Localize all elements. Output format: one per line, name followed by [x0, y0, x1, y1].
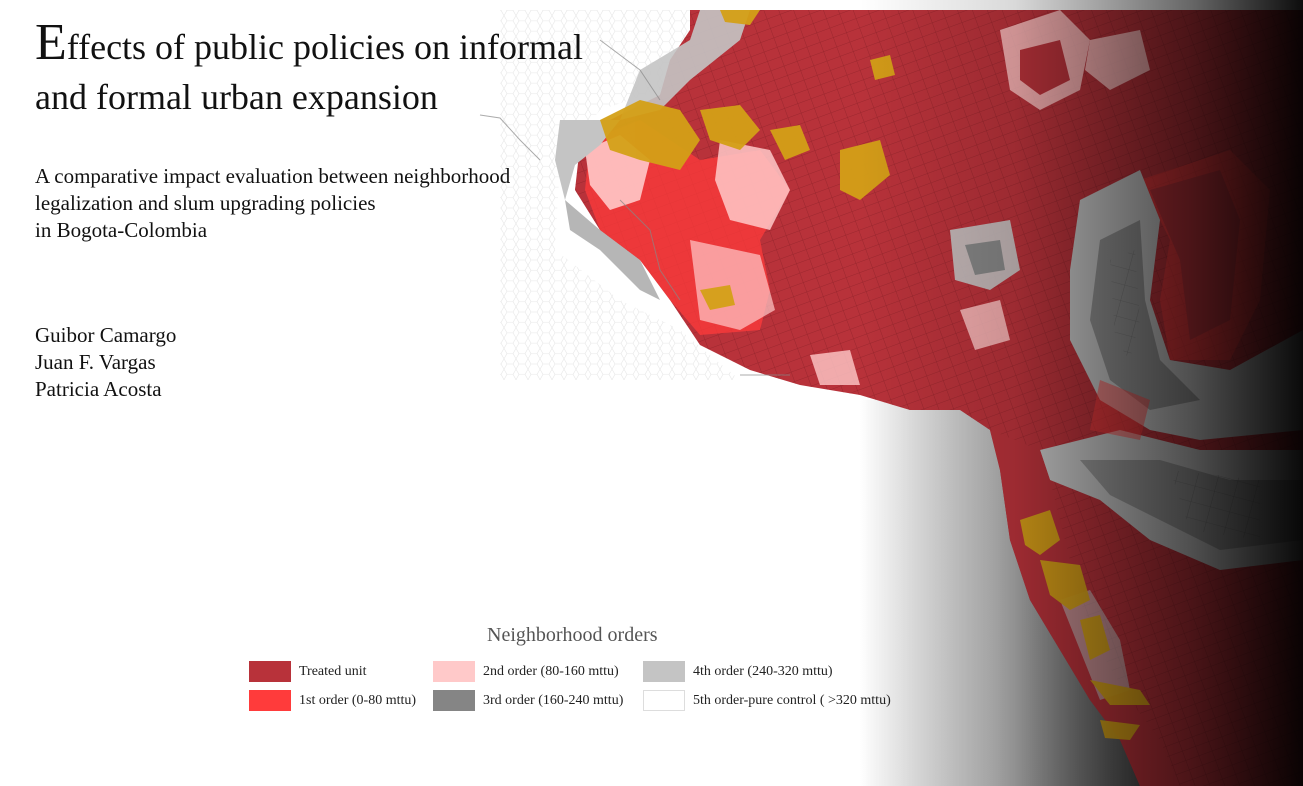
page-title: Effects of public policies on informal a… — [35, 17, 635, 122]
legend-title: Neighborhood orders — [487, 624, 658, 646]
legend-item-fourth-order: 4th order (240-320 mttu) — [643, 661, 833, 682]
road-lines — [479, 39, 790, 376]
legend-label: 2nd order (80-160 mttu) — [483, 663, 619, 679]
legend-label: Treated unit — [299, 663, 367, 679]
legend-label: 3rd order (160-240 mttu) — [483, 692, 624, 708]
legend-label: 1st order (0-80 mttu) — [299, 692, 417, 708]
author-name: Guibor Camargo — [35, 323, 177, 347]
title-line-2: and formal urban expansion — [35, 77, 438, 117]
legend-item-third-order: 3rd order (160-240 mttu) — [433, 690, 623, 711]
subtitle-line: legalization and slum upgrading policies — [35, 191, 376, 215]
title-initial: E — [35, 14, 67, 71]
legend-swatch — [249, 661, 291, 682]
legend-item-fifth-order: 5th order-pure control ( >320 mttu) — [643, 690, 891, 711]
legend-swatch — [433, 661, 475, 682]
subtitle-line: A comparative impact evaluation between … — [35, 164, 511, 188]
author-name: Juan F. Vargas — [35, 350, 156, 374]
dark-fade-overlay — [860, 0, 1303, 786]
legend-swatch — [643, 661, 685, 682]
legend-swatch — [433, 690, 475, 711]
legend-label: 5th order-pure control ( >320 mttu) — [693, 692, 891, 708]
legend-item-first-order: 1st order (0-80 mttu) — [249, 690, 416, 711]
legend-item-second-order: 2nd order (80-160 mttu) — [433, 661, 619, 682]
third-order-zone-north — [620, 10, 750, 120]
control-hex-grid — [500, 10, 740, 380]
subtitle-line: in Bogota-Colombia — [35, 218, 208, 242]
legend-swatch — [643, 690, 685, 711]
author-name: Patricia Acosta — [35, 377, 162, 401]
title-line-1: ffects of public policies on informal — [66, 27, 583, 67]
legend-swatch — [249, 690, 291, 711]
subtitle: A comparative impact evaluation between … — [35, 163, 595, 244]
author-list: Guibor Camargo Juan F. Vargas Patricia A… — [35, 322, 176, 403]
legend-item-treated: Treated unit — [249, 661, 367, 682]
legend-label: 4th order (240-320 mttu) — [693, 663, 833, 679]
